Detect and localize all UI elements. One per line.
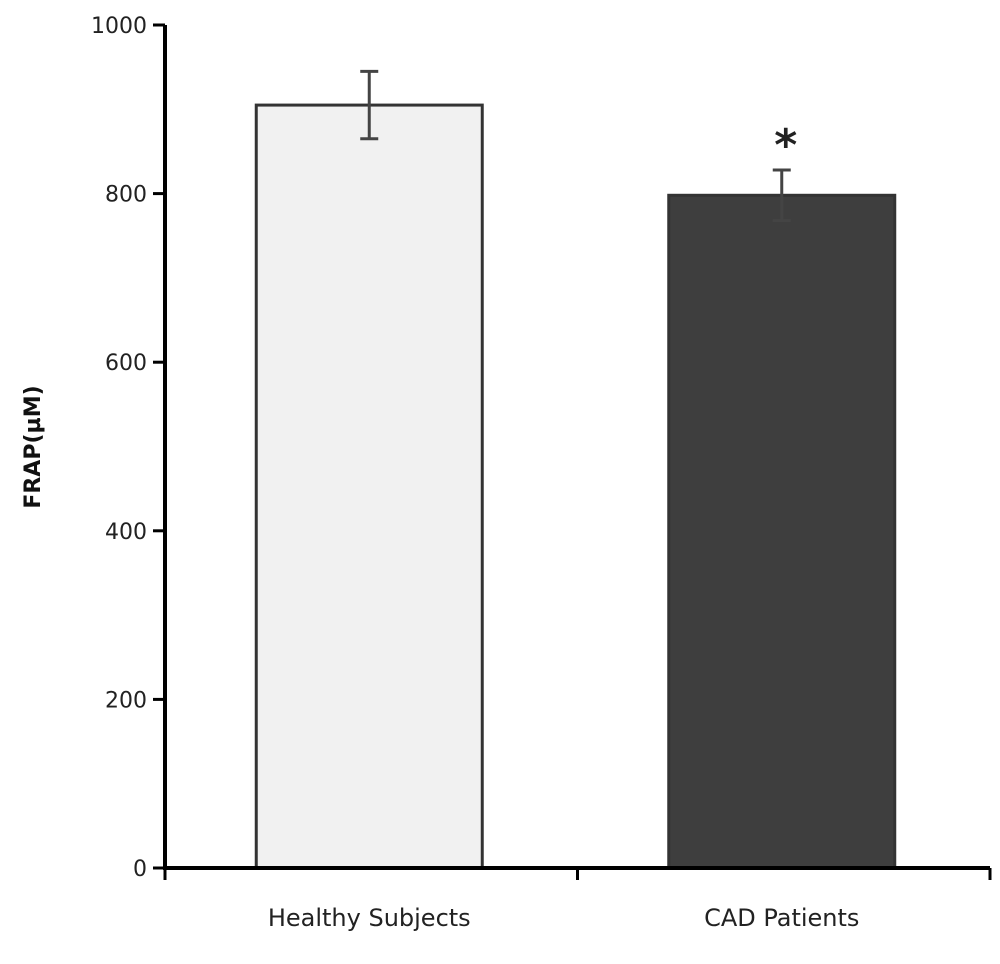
bars-layer: Healthy Subjects CAD Patients *: [254, 69, 897, 932]
ticks-layer: 0 200 400 600 800 1000: [91, 14, 992, 882]
x-category-label: CAD Patients: [704, 904, 859, 932]
y-tick-label: 0: [133, 857, 147, 882]
y-tick-label: 1000: [91, 14, 147, 39]
y-tick-label: 600: [105, 351, 147, 376]
y-tick-label: 400: [105, 520, 147, 545]
bar: [254, 103, 484, 870]
y-tick-label: 200: [105, 688, 147, 713]
bar: [667, 193, 897, 870]
y-tick-label: 800: [105, 183, 147, 208]
significance-marker: *: [774, 120, 797, 171]
y-axis-title: FRAP(µM): [21, 385, 46, 508]
x-category-label: Healthy Subjects: [268, 904, 471, 932]
